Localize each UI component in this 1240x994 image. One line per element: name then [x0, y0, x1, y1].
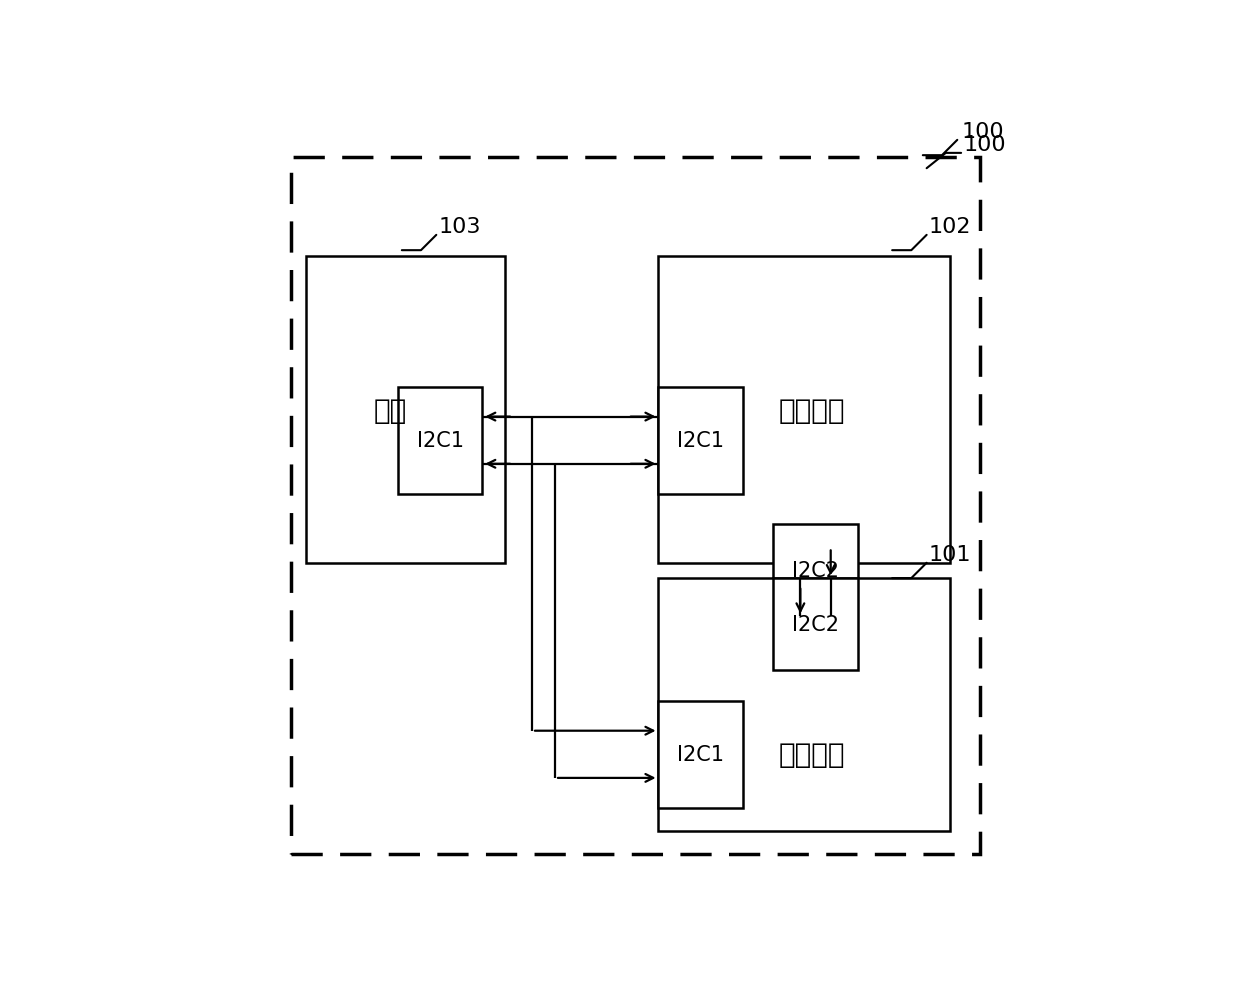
Bar — [658, 701, 743, 808]
Text: 103: 103 — [439, 217, 481, 238]
Bar — [658, 579, 950, 831]
Text: I2C1: I2C1 — [417, 430, 464, 450]
Bar — [774, 525, 858, 616]
Text: I2C1: I2C1 — [677, 745, 724, 764]
Bar — [774, 579, 858, 670]
Text: 100: 100 — [963, 135, 1006, 155]
Text: I2C2: I2C2 — [792, 614, 839, 634]
Text: 第一主机: 第一主机 — [779, 741, 844, 768]
Text: I2C2: I2C2 — [792, 561, 839, 580]
Bar — [306, 257, 505, 564]
Text: 100: 100 — [961, 122, 1003, 142]
Bar — [658, 257, 950, 564]
Text: 101: 101 — [929, 545, 971, 565]
Text: 102: 102 — [929, 217, 971, 238]
Text: 第二主机: 第二主机 — [779, 397, 844, 424]
Bar — [658, 387, 743, 494]
Text: I2C1: I2C1 — [677, 430, 724, 450]
Bar — [398, 387, 482, 494]
Text: 从机: 从机 — [373, 397, 407, 424]
